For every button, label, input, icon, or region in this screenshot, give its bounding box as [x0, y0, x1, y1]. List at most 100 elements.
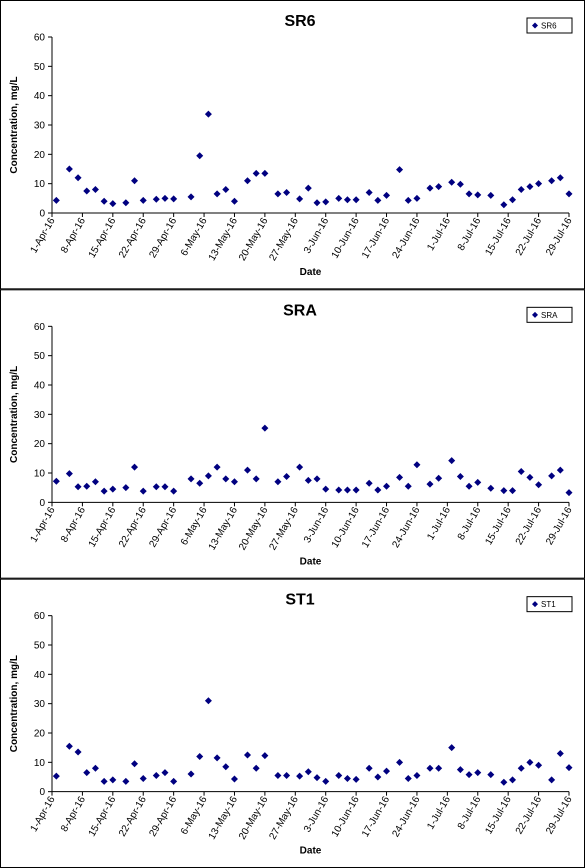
y-tick-label: 20 [34, 439, 46, 450]
x-tick-label: 1-Apr-16 [29, 216, 58, 256]
data-point [396, 758, 404, 766]
data-point [435, 474, 443, 482]
x-axis-label: Date [300, 267, 322, 278]
data-point [352, 775, 360, 783]
data-point [91, 186, 99, 194]
data-point [343, 486, 351, 494]
data-point [474, 191, 482, 199]
data-point [465, 771, 473, 779]
data-point [296, 195, 304, 203]
data-point [556, 174, 564, 182]
legend-box [526, 17, 573, 34]
x-tick-label: 6-May-16 [179, 505, 210, 547]
data-point [187, 770, 195, 778]
data-point [283, 473, 291, 481]
y-tick-label: 0 [39, 209, 45, 220]
x-tick-label: 10-Jun-16 [330, 794, 362, 839]
y-tick-label: 40 [34, 670, 46, 681]
data-point [365, 188, 373, 196]
data-point [52, 772, 60, 780]
x-tick-label: 13-May-16 [207, 505, 241, 552]
data-point [296, 772, 304, 780]
legend-marker [532, 22, 538, 29]
x-tick-label: 29-Apr-16 [147, 216, 179, 260]
x-tick-label: 8-Jul-16 [456, 216, 484, 253]
y-tick-label: 10 [34, 468, 46, 479]
data-point [448, 178, 456, 186]
data-point [252, 169, 260, 177]
data-point [161, 483, 169, 491]
data-point [170, 195, 178, 203]
data-point [109, 200, 117, 208]
x-tick-label: 3-Jun-16 [302, 216, 331, 256]
y-tick-label: 60 [34, 33, 46, 44]
x-tick-label: 15-Apr-16 [87, 216, 119, 260]
data-point [283, 772, 291, 780]
x-tick-label: 6-May-16 [179, 794, 210, 836]
x-tick-label: 8-Apr-16 [59, 216, 88, 256]
legend-box [526, 306, 573, 323]
data-point [487, 191, 495, 199]
x-tick-label: 8-Apr-16 [59, 505, 88, 545]
data-point [548, 472, 556, 480]
data-point [517, 186, 525, 194]
x-tick-label: 22-Apr-16 [117, 505, 149, 549]
data-point [365, 764, 373, 772]
y-tick-label: 20 [34, 728, 46, 739]
data-point [261, 752, 269, 760]
x-tick-label: 17-Jun-16 [360, 216, 392, 261]
data-point [413, 772, 421, 780]
chart-title: SR6 [284, 13, 315, 30]
y-tick-label: 50 [34, 62, 46, 73]
y-tick-label: 60 [34, 611, 46, 622]
data-point [213, 463, 221, 471]
data-point [109, 776, 117, 784]
y-axis-label: Concentration, mg/L [9, 655, 20, 752]
y-tick-label: 30 [34, 410, 46, 421]
legend-box [526, 596, 573, 613]
y-axis-label: Concentration, mg/L [9, 366, 20, 463]
data-point [52, 477, 60, 485]
x-tick-label: 13-May-16 [207, 216, 241, 263]
x-tick-label: 3-Jun-16 [302, 505, 331, 545]
x-tick-label: 29-Jul-16 [544, 505, 575, 547]
data-point [244, 466, 252, 474]
x-tick-label: 1-Jul-16 [425, 216, 453, 253]
data-point [161, 769, 169, 777]
data-point [65, 470, 73, 478]
y-tick-label: 60 [34, 322, 46, 333]
data-point [222, 186, 230, 194]
x-tick-label: 22-Jul-16 [514, 505, 545, 547]
x-tick-label: 8-Jul-16 [456, 505, 484, 542]
data-point [131, 463, 139, 471]
data-point [500, 487, 508, 495]
x-tick-label: 15-Jul-16 [483, 216, 514, 258]
data-point [122, 777, 130, 785]
x-tick-label: 3-Jun-16 [302, 794, 331, 834]
data-point [252, 764, 260, 772]
data-point [100, 197, 108, 205]
data-point [352, 486, 360, 494]
data-point [109, 485, 117, 493]
data-point [343, 196, 351, 204]
data-point [91, 478, 99, 486]
data-point [465, 190, 473, 198]
data-point [196, 752, 204, 760]
data-point [526, 758, 534, 766]
x-tick-label: 27-May-16 [267, 505, 301, 552]
data-point [170, 777, 178, 785]
data-point [548, 177, 556, 185]
x-tick-label: 1-Apr-16 [29, 794, 58, 834]
x-tick-label: 15-Apr-16 [87, 794, 119, 838]
data-point [222, 763, 230, 771]
data-point [152, 195, 160, 203]
data-point [396, 166, 404, 174]
x-tick-label: 1-Jul-16 [425, 794, 453, 831]
data-point [222, 475, 230, 483]
x-tick-label: 29-Apr-16 [147, 794, 179, 838]
legend-label: SRA [541, 311, 558, 320]
data-point [426, 480, 434, 488]
y-tick-label: 10 [34, 179, 46, 190]
y-tick-label: 30 [34, 121, 46, 132]
